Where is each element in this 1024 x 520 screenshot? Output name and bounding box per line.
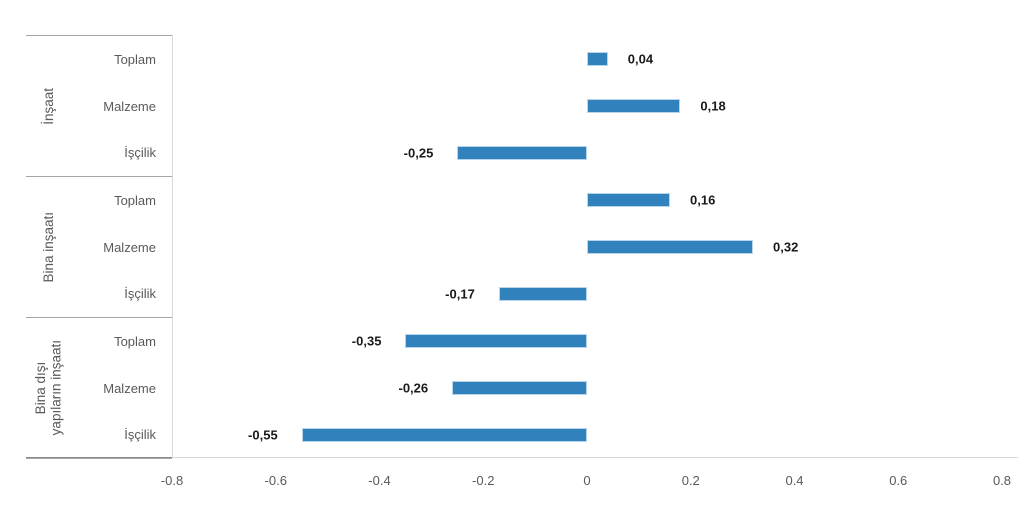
bar	[587, 98, 681, 113]
value-label: -0,17	[445, 286, 475, 301]
group-label: İnşaat	[41, 87, 57, 125]
bar	[587, 51, 608, 66]
bar	[498, 286, 587, 301]
category-label: İşçilik	[124, 145, 156, 161]
x-axis-line	[172, 457, 1018, 458]
x-tick-label: -0.6	[264, 473, 287, 488]
bar	[301, 427, 587, 442]
group-label: Bina inşaatı	[41, 211, 57, 283]
category-label: Toplam	[114, 51, 156, 67]
group-rows: Toplam Malzeme İşçilik	[72, 318, 172, 458]
group-label-cell: Bina inşaatı	[26, 177, 72, 317]
value-label: 0,18	[700, 98, 726, 113]
category-axis-line	[172, 35, 173, 458]
group-rows: Toplam Malzeme İşçilik	[72, 177, 172, 317]
x-tick-label: 0.4	[785, 473, 804, 488]
value-label: 0,32	[773, 239, 799, 254]
x-tick-label: 0	[583, 473, 591, 488]
bar	[587, 192, 670, 207]
category-label: Malzeme	[103, 239, 156, 255]
category-group: Bina inşaatı Toplam Malzeme İşçilik	[26, 177, 172, 318]
group-rows: Toplam Malzeme İşçilik	[72, 36, 172, 176]
group-label: Bina dışı yapıların inşaatı	[33, 340, 64, 436]
value-label: -0,26	[398, 380, 429, 395]
group-label-cell: Bina dışı yapıların inşaatı	[26, 318, 72, 458]
bar	[405, 333, 587, 348]
group-label-cell: İnşaat	[26, 36, 72, 176]
bar	[587, 239, 753, 254]
category-label: Toplam	[114, 333, 156, 349]
bar	[457, 145, 587, 160]
category-group: İnşaat Toplam Malzeme İşçilik	[26, 36, 172, 177]
x-tick-label: -0.8	[160, 473, 184, 488]
x-tick-label: 0.6	[889, 473, 908, 488]
bar	[452, 380, 587, 395]
category-label: İşçilik	[124, 286, 156, 302]
x-tick-label: -0.4	[368, 473, 391, 488]
plot-area: 0,04 0,18 -0,25 0,16 0,32 -0,17 -0,35 -0,26 -0,5…	[172, 35, 1002, 458]
category-label: Malzeme	[103, 380, 156, 396]
category-axis-panel: İnşaat Toplam Malzeme İşçilik Bina inşaatı To…	[26, 35, 172, 459]
x-axis: -0.8 -0.6 -0.4 -0.2 0 0.2 0.4 0.6 0.8	[161, 458, 1011, 503]
value-label: 0,04	[627, 51, 654, 66]
category-label: İşçilik	[124, 427, 156, 443]
category-label: Toplam	[114, 192, 156, 208]
x-tick-label: 0.2	[681, 473, 700, 488]
value-label: -0,25	[403, 145, 434, 160]
category-label: Malzeme	[103, 98, 156, 114]
value-label: -0,35	[351, 333, 382, 348]
x-tick-label: 0.8	[992, 473, 1012, 488]
value-label: 0,16	[690, 192, 716, 207]
category-group: Bina dışı yapıların inşaatı Toplam Malzeme…	[26, 318, 172, 459]
value-label: -0,55	[248, 427, 278, 442]
x-tick-label: -0.2	[472, 473, 495, 488]
category-panel-bottom-line	[26, 457, 172, 458]
